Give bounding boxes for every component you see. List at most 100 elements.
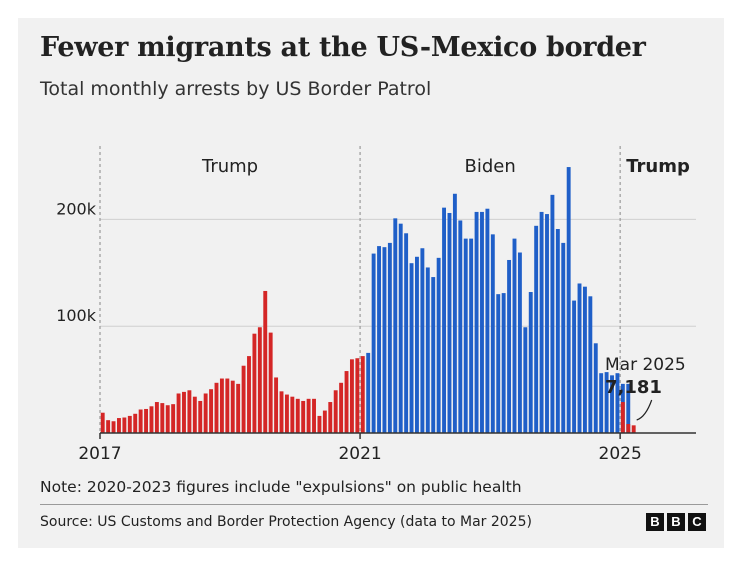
bar [555,229,560,433]
bar [284,394,289,433]
y-tick-label: 200k [56,199,97,218]
bar [312,398,316,433]
bar [610,375,614,433]
bar [474,211,479,433]
bar [534,225,539,433]
bar [615,373,620,433]
bar [404,233,409,433]
bar [415,256,419,433]
chart-note: Note: 2020-2023 figures include "expulsi… [40,478,522,496]
bar [333,390,338,433]
bar [268,332,273,433]
bar [149,406,154,433]
bar [393,218,398,433]
bar [328,402,333,433]
bar [631,425,636,433]
bar [436,257,441,433]
bar [458,220,463,433]
bar [241,365,246,433]
bar [322,410,327,433]
bar [247,356,251,433]
bar [480,211,484,433]
bar [561,242,566,433]
annotation-label: Mar 2025 [605,355,686,375]
bar [588,296,593,433]
bar [209,389,214,433]
bar [100,412,105,433]
bar [599,373,604,433]
bar [301,400,306,433]
bar [382,247,387,433]
bar [577,283,582,433]
bar [306,398,311,433]
bar [192,396,197,433]
bar [263,290,268,433]
bar [257,327,262,433]
bar [252,333,257,433]
bar [387,242,392,433]
y-tick-label: 100k [56,306,97,325]
bar [566,167,571,433]
period-label: Trump [626,156,690,177]
bar [626,424,631,433]
bar [339,382,344,433]
bar [420,248,425,433]
bar [344,371,349,433]
bar [517,252,522,433]
bar [290,396,295,433]
bar [490,234,495,433]
bar [214,382,219,433]
bar [539,211,544,433]
bar [431,277,436,433]
bar [138,409,143,433]
bar [442,207,446,433]
bar [187,390,192,433]
bar [512,238,517,433]
bar [279,391,284,433]
bar [528,292,533,433]
bar [127,415,132,433]
bar [507,259,512,433]
period-label: Biden [464,156,515,177]
bar [604,372,609,433]
bbc-logo: B B C [646,513,706,531]
bar [274,377,279,433]
bar-chart: 100k 200k Trump Biden Trump 2017 2021 2025 Mar 2… [56,146,696,464]
bar [154,402,159,433]
bar [182,391,186,433]
bar [366,352,371,433]
bar [360,356,365,433]
bar [133,413,138,433]
bar [501,293,506,433]
bar [355,358,360,433]
bar [626,383,631,433]
chart-subtitle: Total monthly arrests by US Border Patro… [40,78,432,100]
bar [496,294,501,433]
chart-card: Fewer migrants at the US-Mexico border T… [18,18,724,548]
bar [203,393,208,433]
bar [593,343,598,433]
bar [545,214,549,433]
bar [219,378,224,433]
period-label: Trump [201,156,258,177]
bar [230,380,235,433]
bar [425,267,430,433]
bar [463,238,468,433]
x-tick-label: 2021 [338,444,381,464]
bbc-logo-letter: C [688,513,706,531]
bar [447,212,452,433]
bar [409,263,414,433]
bar [469,238,474,433]
bar [165,405,170,433]
bar [144,408,148,433]
x-tick-label: 2017 [78,444,121,464]
bar [452,193,457,433]
bar [523,327,528,433]
bbc-logo-letter: B [646,513,664,531]
bbc-logo-letter: B [667,513,685,531]
bar [572,300,577,433]
x-tick-label: 2025 [599,444,642,464]
bar [317,415,322,433]
bar [111,421,116,433]
bar [582,286,587,433]
